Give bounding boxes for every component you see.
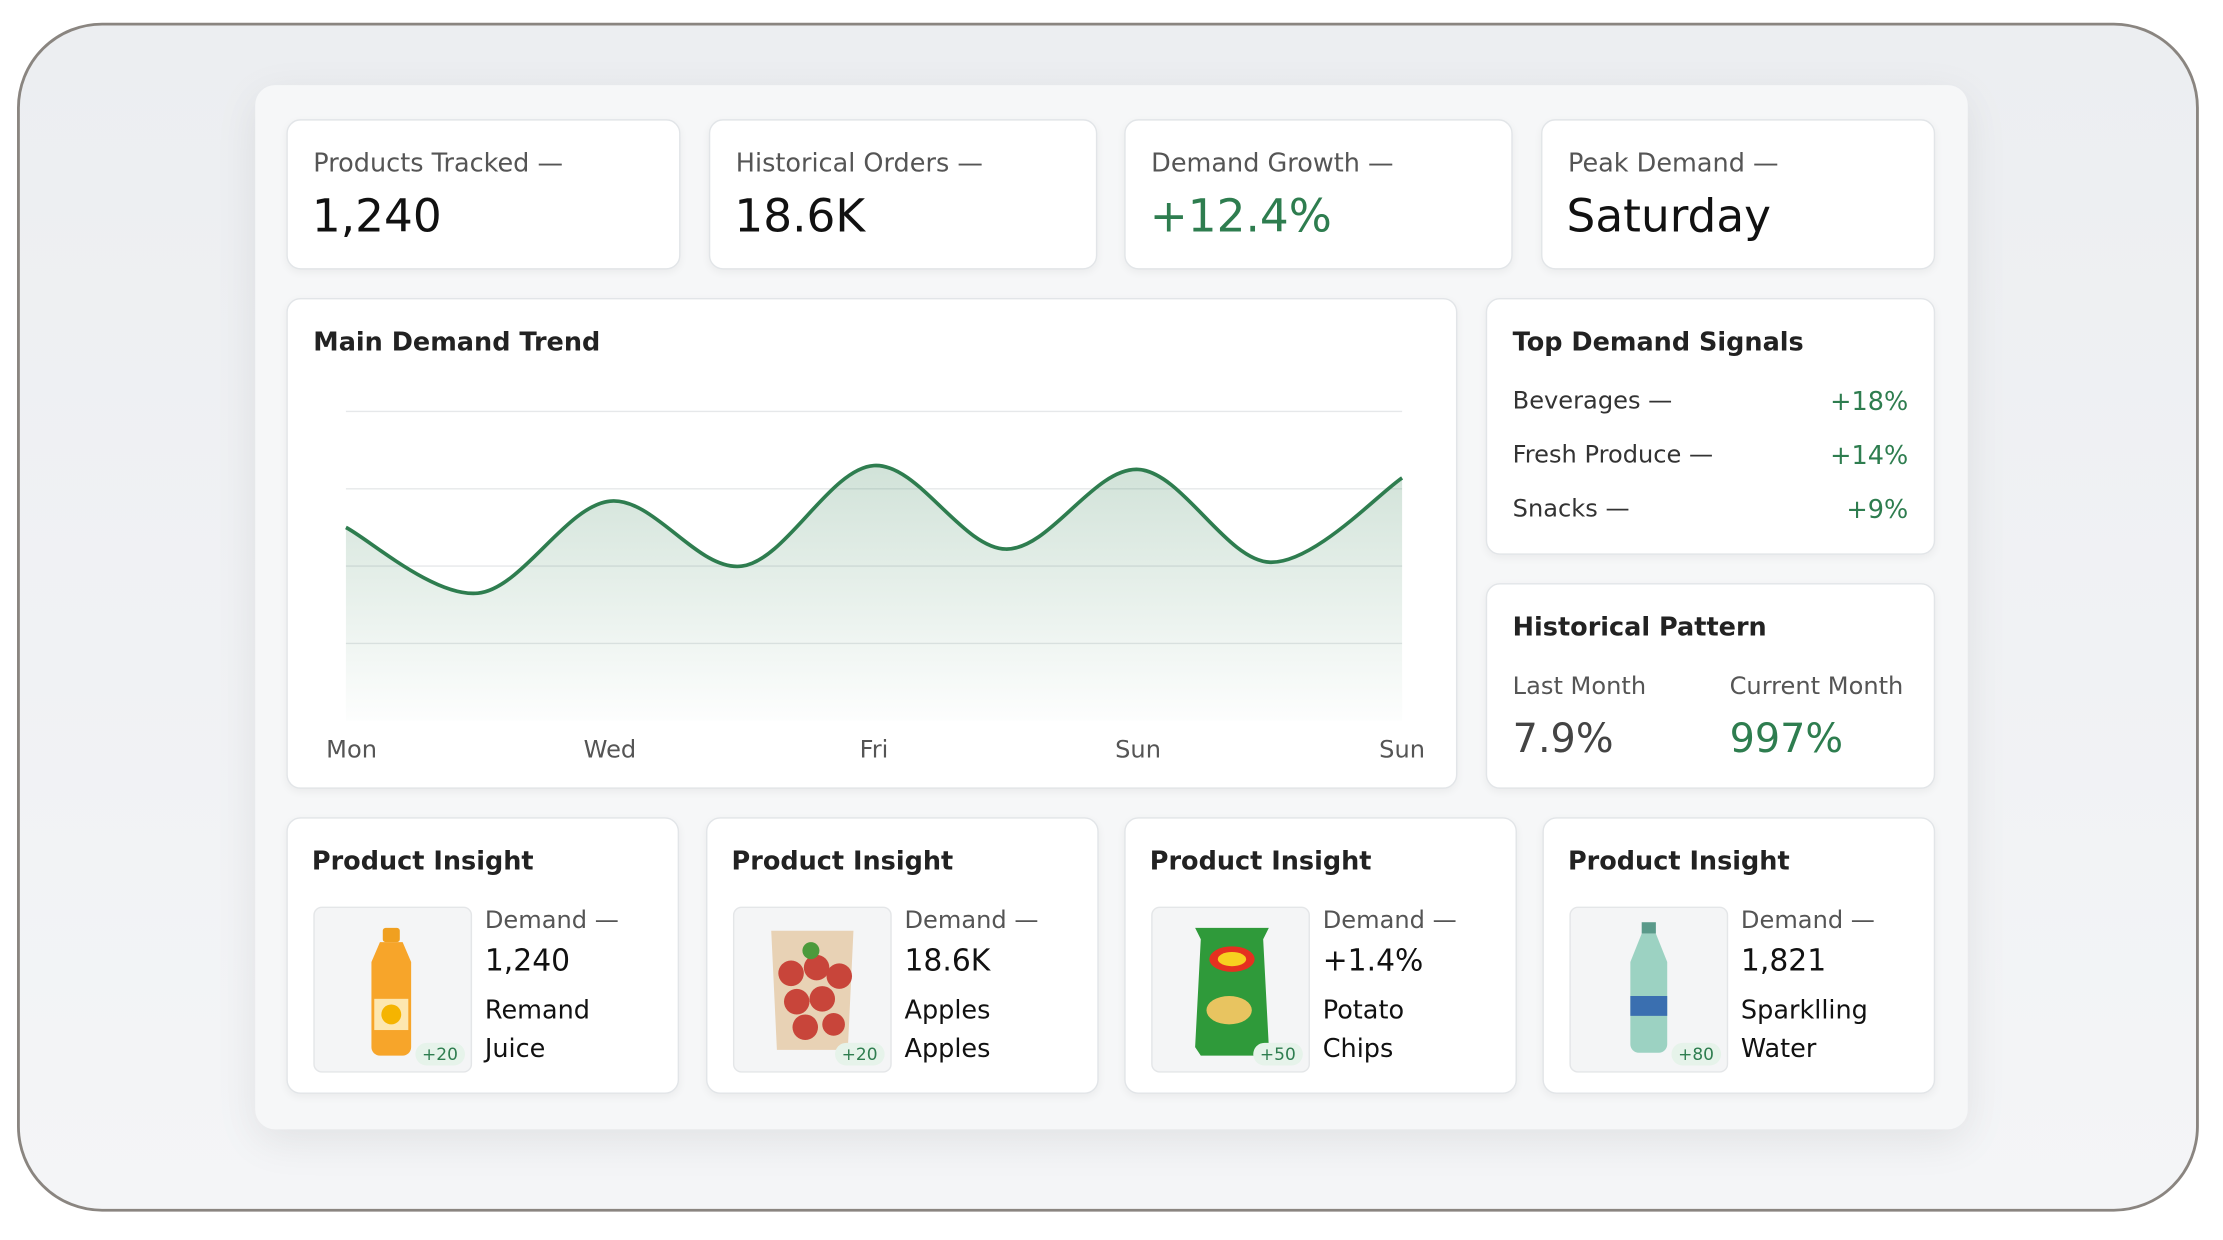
kpi-card: Products Tracked — 1,240 xyxy=(286,119,681,270)
product-name: Potato xyxy=(1322,995,1405,1026)
product-icon xyxy=(771,930,854,1050)
product-name: Sparklling xyxy=(1740,995,1868,1026)
product-name: Juice xyxy=(484,1034,546,1065)
product-badge: +20 xyxy=(834,1042,885,1066)
product-card: Product Insight +20 Demand — 18.6K Apples App… xyxy=(706,817,1099,1094)
kpi-card: Historical Orders — 18.6K xyxy=(708,119,1098,270)
chart-card: Main Demand Trend Mon Wed Fri Sun Sun xyxy=(286,297,1458,789)
product-title: Product Insight xyxy=(1149,847,1372,877)
chart-title: Main Demand Trend xyxy=(313,327,601,358)
product-value: 18.6K xyxy=(904,943,991,978)
product-name: Apples xyxy=(904,1034,991,1065)
product-name: Water xyxy=(1740,1034,1817,1065)
kpi-label: Historical Orders — xyxy=(735,148,983,179)
kpi-value: 18.6K xyxy=(734,188,866,243)
product-card: Product Insight +50 Demand — +1.4% Potato Chi… xyxy=(1124,817,1517,1094)
kpi-value: 1,240 xyxy=(311,188,442,243)
product-icon xyxy=(1195,927,1269,1056)
signal-value: +9% xyxy=(1846,495,1909,525)
kpi-label: Demand Growth — xyxy=(1151,148,1394,179)
product-card: Product Insight +80 Demand — 1,821 Sparkllin… xyxy=(1542,817,1936,1094)
product-badge: +20 xyxy=(414,1042,466,1066)
historical-title: Historical Pattern xyxy=(1512,612,1767,643)
product-label: Demand — xyxy=(484,906,619,935)
kpi-card: Peak Demand — Saturday xyxy=(1541,119,1936,270)
historical-value: 7.9% xyxy=(1512,715,1614,762)
product-image: +20 xyxy=(313,906,473,1073)
signal-name: Beverages — xyxy=(1512,387,1673,416)
product-title: Product Insight xyxy=(1567,847,1790,877)
product-value: 1,821 xyxy=(1740,943,1827,978)
historical-label: Current Month xyxy=(1729,672,1904,701)
kpi-label: Products Tracked — xyxy=(313,148,564,179)
historical-card: Historical Pattern Last Month 7.9% Current … xyxy=(1485,583,1936,789)
x-tick-label: Mon xyxy=(326,736,377,764)
kpi-card: Demand Growth — +12.4% xyxy=(1124,119,1513,270)
line xyxy=(345,463,1404,596)
product-label: Demand — xyxy=(1740,906,1875,935)
product-name: Chips xyxy=(1322,1034,1394,1065)
kpi-value: Saturday xyxy=(1566,188,1771,243)
historical-value: 997% xyxy=(1729,715,1844,762)
product-title: Product Insight xyxy=(311,847,534,877)
signal-value: +14% xyxy=(1830,441,1909,472)
area xyxy=(345,465,1403,721)
product-label: Demand — xyxy=(1322,906,1457,935)
product-icon xyxy=(371,927,412,1056)
product-badge: +80 xyxy=(1671,1042,1722,1066)
product-value: 1,240 xyxy=(484,943,571,978)
signal-name: Snacks — xyxy=(1512,495,1630,524)
product-value: +1.4% xyxy=(1322,943,1424,978)
kpi-label: Peak Demand — xyxy=(1567,148,1779,179)
product-image: +50 xyxy=(1151,906,1310,1073)
product-card: Product Insight +20 Demand — 1,240 Remand Jui… xyxy=(286,817,680,1094)
x-tick-label: Wed xyxy=(584,736,637,764)
x-tick-label: Sun xyxy=(1115,736,1161,764)
product-icon xyxy=(1630,922,1668,1053)
signal-value: +18% xyxy=(1830,387,1909,418)
product-name: Apples xyxy=(904,995,991,1026)
x-tick-label: Fri xyxy=(860,736,889,764)
kpi-value: +12.4% xyxy=(1149,188,1332,243)
product-image: +80 xyxy=(1569,906,1729,1073)
product-badge: +50 xyxy=(1252,1042,1303,1066)
product-name: Remand xyxy=(484,995,591,1026)
chart: Mon Wed Fri Sun Sun xyxy=(326,410,1425,764)
x-tick-label: Sun xyxy=(1379,736,1425,764)
product-image: +20 xyxy=(732,906,892,1073)
signals-card: Top Demand Signals Beverages — +18% Fresh P… xyxy=(1485,297,1936,555)
historical-label: Last Month xyxy=(1512,672,1647,701)
product-label: Demand — xyxy=(904,906,1039,935)
signals-title: Top Demand Signals xyxy=(1512,327,1804,358)
product-title: Product Insight xyxy=(731,847,954,877)
signal-name: Fresh Produce — xyxy=(1512,441,1714,470)
